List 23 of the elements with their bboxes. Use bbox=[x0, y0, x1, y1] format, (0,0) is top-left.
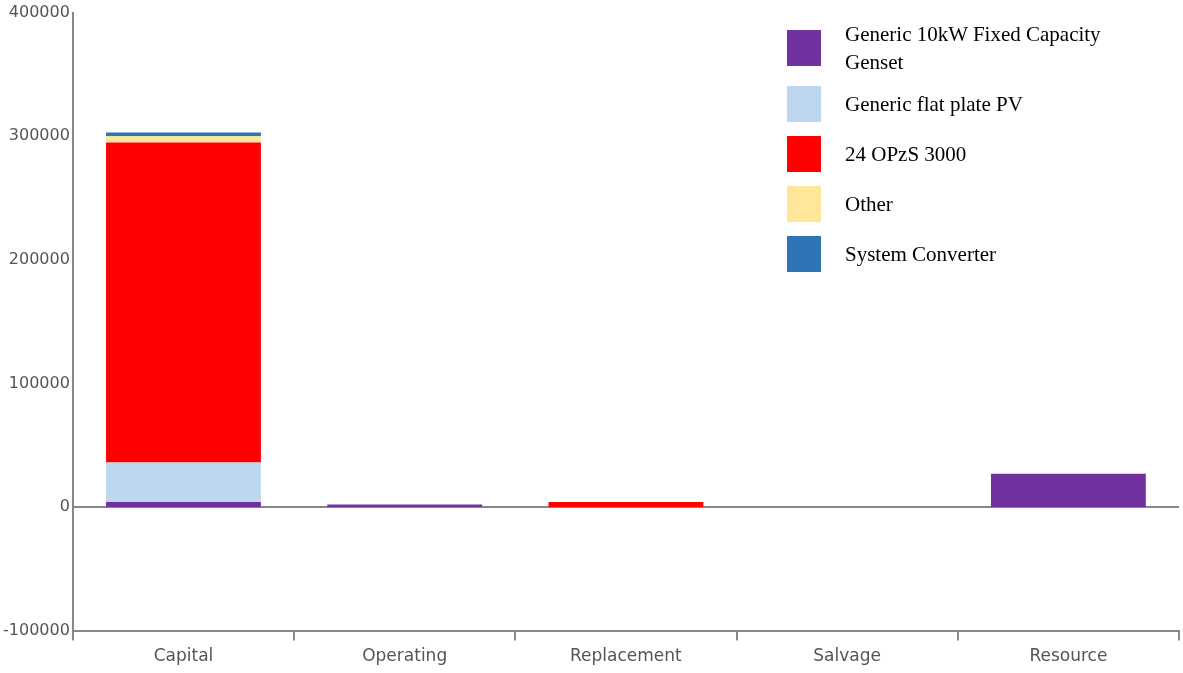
bar bbox=[548, 502, 704, 507]
y-tick-label: 400000 bbox=[8, 1, 70, 21]
bar bbox=[106, 462, 261, 503]
legend-label: Generic 10kW Fixed Capacity Genset bbox=[845, 21, 1102, 76]
y-tick-label: 200000 bbox=[8, 248, 70, 268]
bar bbox=[106, 136, 261, 143]
x-tick-label: Operating bbox=[362, 645, 448, 666]
bar bbox=[106, 142, 261, 463]
y-tick-label: -100000 bbox=[2, 619, 70, 639]
y-tick-label: 0 bbox=[59, 496, 70, 516]
legend-label: Generic flat plate PV bbox=[845, 91, 1024, 118]
legend-label: System Converter bbox=[845, 241, 998, 268]
bar bbox=[106, 132, 261, 137]
x-tick-label: Capital bbox=[153, 645, 214, 666]
x-tick-label: Salvage bbox=[813, 645, 881, 666]
legend-label: Other bbox=[845, 191, 894, 218]
y-tick-label: 300000 bbox=[8, 125, 70, 145]
x-tick-label: Replacement bbox=[570, 645, 683, 666]
x-tick-label: Resource bbox=[1029, 645, 1108, 666]
bar bbox=[990, 473, 1146, 507]
y-tick-label: 100000 bbox=[8, 372, 70, 392]
legend-label: 24 OPzS 3000 bbox=[845, 141, 968, 168]
bar bbox=[106, 502, 261, 507]
